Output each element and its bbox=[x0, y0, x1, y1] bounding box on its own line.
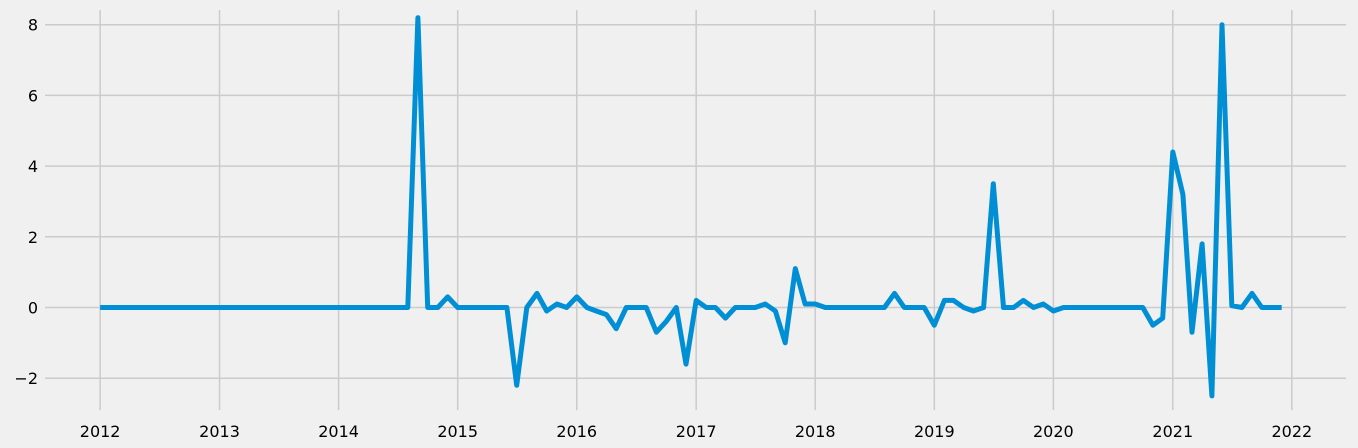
x-tick-label: 2015 bbox=[437, 422, 478, 441]
y-tick-label: 0 bbox=[28, 299, 38, 318]
x-tick-labels: 2012 2013 2014 2015 2016 2017 2018 2019 2020 2021… bbox=[80, 422, 1312, 441]
y-tick-label: −2 bbox=[14, 369, 38, 388]
x-gridlines bbox=[99, 10, 1293, 410]
x-tick-label: 2014 bbox=[318, 422, 359, 441]
y-tick-label: 6 bbox=[28, 86, 38, 105]
x-tick-label: 2016 bbox=[556, 422, 597, 441]
y-tick-labels: −2 0 2 4 6 8 bbox=[14, 16, 38, 388]
series-line bbox=[100, 15, 1282, 399]
x-tick-label: 2018 bbox=[795, 422, 836, 441]
y-tick-label: 2 bbox=[28, 228, 38, 247]
x-tick-label: 2019 bbox=[914, 422, 955, 441]
x-tick-label: 2012 bbox=[80, 422, 121, 441]
x-tick-label: 2021 bbox=[1152, 422, 1193, 441]
y-tick-label: 4 bbox=[28, 157, 38, 176]
x-tick-label: 2013 bbox=[199, 422, 240, 441]
x-tick-label: 2022 bbox=[1271, 422, 1312, 441]
x-tick-label: 2020 bbox=[1033, 422, 1074, 441]
x-tick-label: 2017 bbox=[676, 422, 717, 441]
y-tick-label: 8 bbox=[28, 16, 38, 35]
